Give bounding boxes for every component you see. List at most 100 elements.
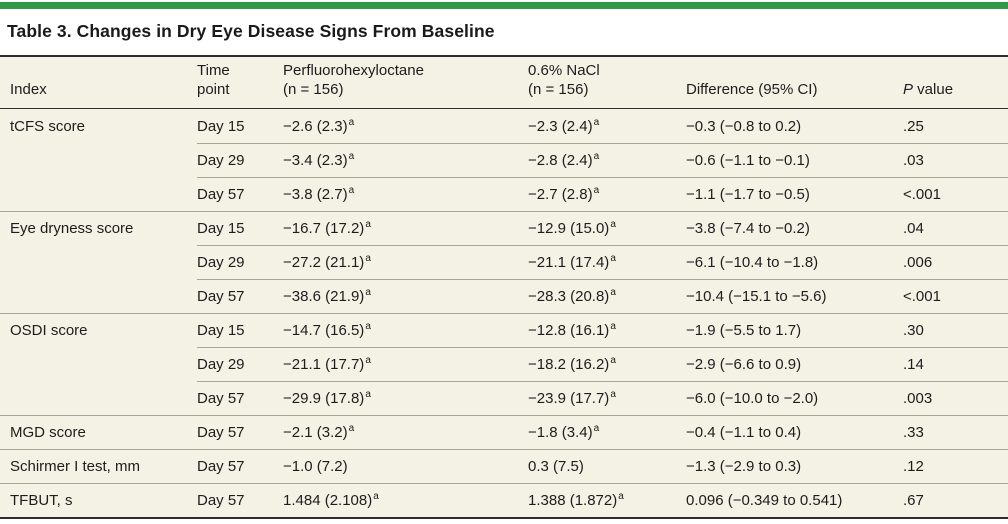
nacl-value-cell: 1.388 (1.872)a (528, 483, 686, 517)
cell-value: −21.1 (17.4) (528, 254, 610, 271)
time-point-cell: Day 57 (197, 381, 283, 415)
table-row: OSDI score Day 15 −14.7 (16.5)a −12.8 (1… (0, 313, 1008, 347)
table-row: Day 29 −21.1 (17.7)a −18.2 (16.2)a −2.9 … (0, 347, 1008, 381)
cell-value: −3.8 (2.7) (283, 186, 348, 203)
cell-value: −23.9 (17.7) (528, 390, 610, 407)
footnote-a-marker: a (348, 185, 355, 196)
footnote-a-marker: a (365, 219, 371, 230)
column-header-p-value: P value (903, 57, 1008, 109)
time-point-cell: Day 57 (197, 483, 283, 517)
footnote-a-marker: a (365, 253, 371, 264)
p-value-cell: .12 (903, 449, 1008, 483)
header-line: point (197, 81, 230, 98)
header-line: Time (197, 62, 230, 79)
index-cell (0, 279, 197, 313)
difference-cell: −3.8 (−7.4 to −0.2) (686, 211, 903, 245)
table-row: Day 29 −27.2 (21.1)a −21.1 (17.4)a −6.1 … (0, 245, 1008, 279)
p-value-cell: <.001 (903, 177, 1008, 211)
table-row: tCFS score Day 15 −2.6 (2.3)a −2.3 (2.4)… (0, 109, 1008, 143)
table-row: Day 29 −3.4 (2.3)a −2.8 (2.4)a −0.6 (−1.… (0, 143, 1008, 177)
footnote-a-marker: a (610, 389, 616, 400)
pfho-value-cell: −3.4 (2.3)a (283, 143, 528, 177)
footnote-a-marker: a (593, 185, 600, 196)
footnote-a-marker: a (348, 423, 355, 434)
header-line: Perfluorohexyloctane (283, 62, 424, 79)
cell-value: 1.388 (1.872) (528, 492, 618, 509)
pfho-value-cell: −14.7 (16.5)a (283, 313, 528, 347)
nacl-value-cell: −2.8 (2.4)a (528, 143, 686, 177)
footnote-a-marker: a (610, 355, 616, 366)
table-title: Table 3. Changes in Dry Eye Disease Sign… (7, 21, 495, 41)
nacl-value-cell: −12.9 (15.0)a (528, 211, 686, 245)
pfho-value-cell: −16.7 (17.2)a (283, 211, 528, 245)
accent-bar (0, 2, 1008, 9)
table-row: MGD score Day 57 −2.1 (3.2)a −1.8 (3.4)a… (0, 415, 1008, 449)
difference-cell: −1.1 (−1.7 to −0.5) (686, 177, 903, 211)
time-point-cell: Day 15 (197, 117, 245, 135)
cell-value: −2.3 (2.4) (528, 117, 593, 135)
p-value-italic: P (903, 81, 914, 98)
pfho-value-cell: −3.8 (2.7)a (283, 177, 528, 211)
table-row: Eye dryness score Day 15 −16.7 (17.2)a −… (0, 211, 1008, 245)
index-cell (0, 347, 197, 381)
cell-value: −3.4 (2.3) (283, 152, 348, 169)
cell-value: −21.1 (17.7) (283, 356, 365, 373)
nacl-value-cell: −28.3 (20.8)a (528, 279, 686, 313)
difference-cell: −1.9 (−5.5 to 1.7) (686, 313, 903, 347)
nacl-value-cell: −23.9 (17.7)a (528, 381, 686, 415)
table-row: Day 57 −38.6 (21.9)a −28.3 (20.8)a −10.4… (0, 279, 1008, 313)
column-header-index: Index (0, 57, 197, 109)
time-point-cell: Day 15 (197, 313, 283, 347)
index-cell (0, 381, 197, 415)
footnote-a-marker: a (610, 219, 616, 230)
footnote-a-marker: a (373, 491, 379, 502)
p-value-cell: .14 (903, 347, 1008, 381)
nacl-value-cell: −2.3 (2.4)a (528, 109, 686, 143)
time-point-cell: Day 57 (197, 177, 283, 211)
table-row: TFBUT, s Day 57 1.484 (2.108)a 1.388 (1.… (0, 483, 1008, 517)
index-cell: MGD score (0, 415, 197, 449)
p-value-rest: value (913, 81, 954, 98)
footnote-a-marker: a (348, 151, 355, 162)
difference-cell: −6.0 (−10.0 to −2.0) (686, 381, 903, 415)
p-value-cell: .03 (903, 143, 1008, 177)
nacl-value-cell: −1.8 (3.4)a (528, 415, 686, 449)
cell-value: −2.1 (3.2) (283, 424, 348, 441)
pfho-value-cell: −21.1 (17.7)a (283, 347, 528, 381)
nacl-value-cell: −2.7 (2.8)a (528, 177, 686, 211)
header-line: 0.6% NaCl (528, 62, 600, 79)
nacl-value-cell: −21.1 (17.4)a (528, 245, 686, 279)
cell-value: −29.9 (17.8) (283, 390, 365, 407)
pfho-value-cell: 1.484 (2.108)a (283, 483, 528, 517)
footnote-a-marker: a (365, 355, 371, 366)
time-point-cell: Day 15 (197, 211, 283, 245)
index-cell (0, 245, 197, 279)
table-container: Index Time point Perfluorohexyloctane (n… (0, 55, 1008, 519)
cell-value: −1.0 (7.2) (283, 458, 348, 475)
time-point-cell: Day 29 (197, 143, 283, 177)
cell-value: −2.7 (2.8) (528, 186, 593, 203)
difference-cell: −6.1 (−10.4 to −1.8) (686, 245, 903, 279)
pfho-value-cell: −38.6 (21.9)a (283, 279, 528, 313)
column-header-difference: Difference (95% CI) (686, 57, 903, 109)
footnote-a-marker: a (593, 116, 600, 128)
cell-value: −2.6 (2.3) (283, 117, 348, 135)
footnote-a-marker: a (610, 287, 616, 298)
table-body: tCFS score Day 15 −2.6 (2.3)a −2.3 (2.4)… (0, 109, 1008, 517)
cell-value: −28.3 (20.8) (528, 288, 610, 305)
time-point-cell: Day 57 (197, 415, 283, 449)
index-cell (0, 177, 197, 211)
header-line: (n = 156) (528, 81, 589, 98)
p-value-cell: .25 (903, 117, 924, 135)
column-header-time-point: Time point (197, 57, 283, 109)
header-line: (n = 156) (283, 81, 344, 98)
pfho-value-cell: −27.2 (21.1)a (283, 245, 528, 279)
p-value-cell: .30 (903, 313, 1008, 347)
cell-value: 1.484 (2.108) (283, 492, 373, 509)
footnote-a-marker: a (348, 116, 355, 128)
pfho-value-cell: −2.1 (3.2)a (283, 415, 528, 449)
nacl-value-cell: 0.3 (7.5) (528, 449, 686, 483)
difference-cell: −0.6 (−1.1 to −0.1) (686, 143, 903, 177)
p-value-cell: .006 (903, 245, 1008, 279)
